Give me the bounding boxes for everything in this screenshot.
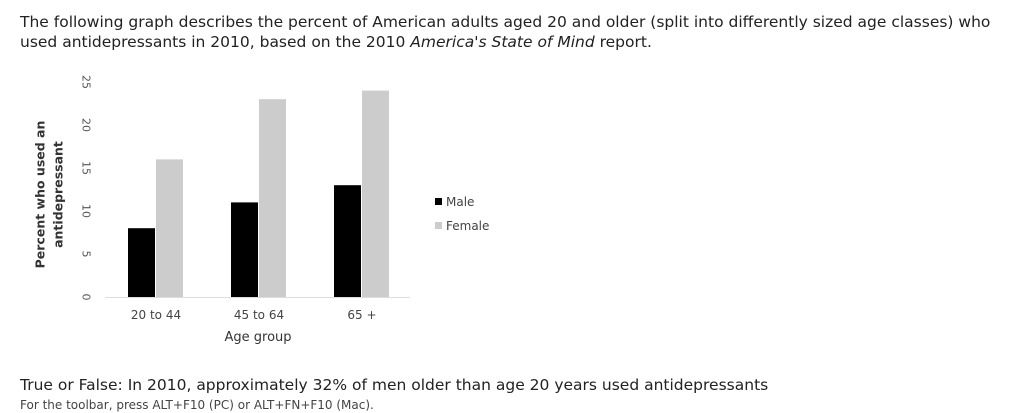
- legend-swatch-female: [435, 222, 442, 229]
- x-axis-title: Age group: [224, 330, 291, 345]
- bar-male: [128, 228, 155, 297]
- question-intro: The following graph describes the percen…: [20, 12, 1010, 52]
- chart-svg: 0 5 10 15 20 25 Percent who used an antidepress…: [33, 75, 490, 345]
- bar-chart: 0 5 10 15 20 25 Percent who used an antidepress…: [0, 60, 560, 360]
- x-tick-label: 20 to 44: [131, 308, 181, 322]
- legend-swatch-male: [435, 198, 442, 205]
- y-axis-title: antidepressant: [51, 141, 66, 248]
- bar-male: [231, 202, 258, 297]
- intro-text-before: The following graph describes the percen…: [20, 13, 991, 51]
- y-tick-label: 20: [80, 118, 93, 132]
- report-title: America's State of Mind: [410, 33, 595, 51]
- legend-label-male: Male: [446, 195, 474, 209]
- intro-text-after: report.: [594, 33, 652, 51]
- bar-female: [259, 99, 286, 297]
- y-tick-label: 0: [80, 294, 93, 301]
- x-tick-label: 45 to 64: [234, 308, 284, 322]
- y-tick-label: 25: [80, 75, 93, 89]
- bar-male: [334, 185, 361, 297]
- y-axis-title: Percent who used an: [33, 121, 48, 269]
- toolbar-hint: For the toolbar, press ALT+F10 (PC) or A…: [20, 398, 374, 412]
- bar-female: [362, 90, 389, 297]
- bar-female: [156, 159, 183, 297]
- y-tick-label: 5: [80, 251, 93, 258]
- y-tick-label: 15: [80, 161, 93, 175]
- question-text: True or False: In 2010, approximately 32…: [20, 376, 769, 394]
- x-tick-label: 65 +: [347, 308, 376, 322]
- legend-label-female: Female: [446, 219, 489, 233]
- y-tick-label: 10: [80, 204, 93, 218]
